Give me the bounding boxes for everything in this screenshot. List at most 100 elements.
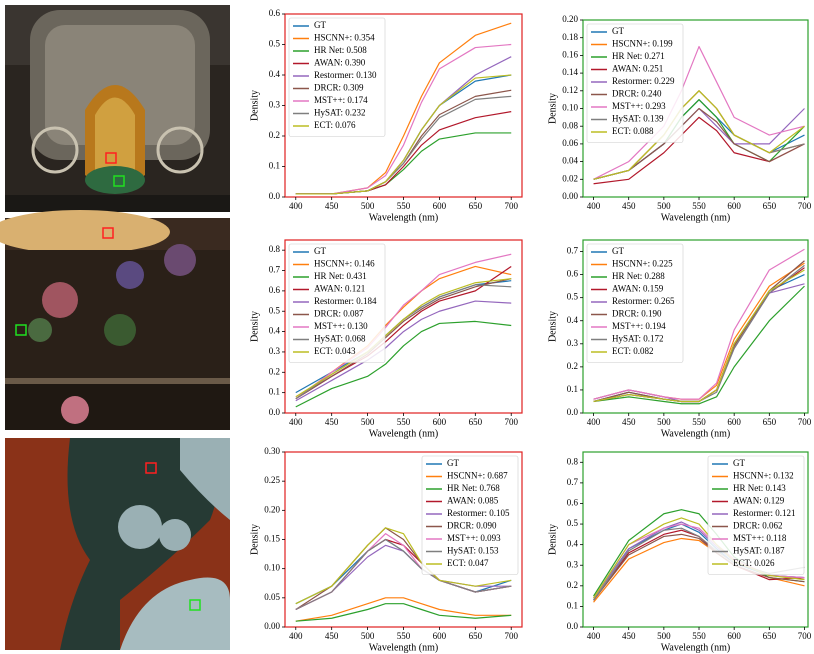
x-tick-label: 600 xyxy=(433,631,447,641)
figure: 0.00.10.20.30.40.50.64004505005506006507… xyxy=(0,0,814,654)
y-axis-label: Density xyxy=(249,524,260,555)
y-tick-label: 0.5 xyxy=(269,39,281,49)
legend-label: HR Net: 0.431 xyxy=(314,271,367,281)
legend-label: HR Net: 0.508 xyxy=(314,45,367,55)
x-tick-label: 400 xyxy=(289,631,303,641)
x-tick-label: 650 xyxy=(469,201,483,211)
x-tick-label: 700 xyxy=(798,201,812,211)
y-tick-label: 0.8 xyxy=(269,244,281,254)
x-tick-label: 450 xyxy=(622,631,636,641)
y-tick-label: 0.15 xyxy=(264,534,280,544)
y-tick-label: 0.2 xyxy=(269,366,280,376)
legend-label: MST++: 0.174 xyxy=(314,95,368,105)
legend-label: AWAN: 0.390 xyxy=(314,58,366,68)
y-tick-label: 0.10 xyxy=(264,563,280,573)
legend-label: ECT: 0.082 xyxy=(612,346,654,356)
y-tick-label: 0.16 xyxy=(562,49,578,59)
legend-label: MST++: 0.293 xyxy=(612,101,666,111)
x-tick-label: 500 xyxy=(361,417,375,427)
legend-label: Restormer: 0.130 xyxy=(314,70,377,80)
y-tick-label: 0.7 xyxy=(567,477,579,487)
y-tick-label: 0.8 xyxy=(567,456,579,466)
y-tick-label: 0.20 xyxy=(562,14,578,24)
y-tick-label: 0.6 xyxy=(567,498,579,508)
legend-label: DRCR: 0.309 xyxy=(314,83,364,93)
y-tick-label: 0.6 xyxy=(567,269,579,279)
x-tick-label: 500 xyxy=(361,631,375,641)
x-tick-label: 500 xyxy=(657,631,671,641)
y-tick-label: 0.10 xyxy=(562,103,578,113)
x-tick-label: 400 xyxy=(587,631,601,641)
legend-label: DRCR: 0.062 xyxy=(733,521,783,531)
y-tick-label: 0.1 xyxy=(567,600,578,610)
x-tick-label: 500 xyxy=(657,417,671,427)
y-tick-label: 0.5 xyxy=(269,305,281,315)
legend-label: DRCR: 0.087 xyxy=(314,309,364,319)
legend-label: ECT: 0.047 xyxy=(447,558,489,568)
legend-label: Restormer: 0.184 xyxy=(314,296,377,306)
legend-label: MST++: 0.093 xyxy=(447,533,501,543)
x-tick-label: 600 xyxy=(727,417,741,427)
legend-label: GT xyxy=(733,458,745,468)
x-tick-label: 450 xyxy=(622,201,636,211)
x-tick-label: 600 xyxy=(727,201,741,211)
x-tick-label: 550 xyxy=(692,417,706,427)
y-tick-label: 0.18 xyxy=(562,32,578,42)
legend-label: DRCR: 0.240 xyxy=(612,89,662,99)
line-chart: 0.00.10.20.30.40.50.60.74004505005506006… xyxy=(547,240,811,439)
y-tick-label: 0.02 xyxy=(562,173,578,183)
legend-label: HR Net: 0.768 xyxy=(447,483,500,493)
x-tick-label: 400 xyxy=(289,201,303,211)
x-tick-label: 600 xyxy=(433,417,447,427)
y-tick-label: 0.5 xyxy=(567,518,579,528)
x-tick-label: 550 xyxy=(397,631,411,641)
photo-paint xyxy=(5,438,230,650)
legend-label: HSCNN+: 0.199 xyxy=(612,39,673,49)
y-axis-label: Density xyxy=(547,524,558,555)
x-tick-label: 650 xyxy=(469,417,483,427)
x-tick-label: 600 xyxy=(433,201,447,211)
x-tick-label: 650 xyxy=(763,201,777,211)
legend-label: GT xyxy=(314,20,326,30)
legend: GTHSCNN+: 0.354HR Net: 0.508AWAN: 0.390R… xyxy=(289,18,385,137)
legend-label: GT xyxy=(314,246,326,256)
x-axis-label: Wavelength (nm) xyxy=(661,428,730,439)
x-tick-label: 700 xyxy=(504,417,518,427)
x-tick-label: 700 xyxy=(504,631,518,641)
y-tick-label: 0.20 xyxy=(264,504,280,514)
y-tick-label: 0.5 xyxy=(567,292,579,302)
legend-label: ECT: 0.043 xyxy=(314,346,356,356)
x-tick-label: 650 xyxy=(469,631,483,641)
legend-label: HSCNN+: 0.687 xyxy=(447,471,508,481)
y-axis-label: Density xyxy=(249,90,260,121)
y-tick-label: 0.2 xyxy=(567,361,578,371)
y-tick-label: 0.6 xyxy=(269,285,281,295)
x-tick-label: 450 xyxy=(325,201,339,211)
legend-label: GT xyxy=(447,458,459,468)
y-tick-label: 0.08 xyxy=(562,120,578,130)
x-tick-label: 700 xyxy=(504,201,518,211)
legend-label: Restormer: 0.265 xyxy=(612,296,675,306)
line-chart: 0.00.10.20.30.40.50.64004505005506006507… xyxy=(249,8,522,223)
y-tick-label: 0.4 xyxy=(567,315,579,325)
legend-label: GT xyxy=(612,246,624,256)
legend-label: Restormer: 0.121 xyxy=(733,508,796,518)
x-tick-label: 700 xyxy=(798,417,812,427)
legend-label: HR Net: 0.288 xyxy=(612,271,665,281)
y-axis-label: Density xyxy=(547,311,558,342)
legend-label: AWAN: 0.129 xyxy=(733,496,785,506)
x-axis-label: Wavelength (nm) xyxy=(661,212,730,223)
y-tick-label: 0.00 xyxy=(264,621,280,631)
x-axis-label: Wavelength (nm) xyxy=(369,212,438,223)
legend-label: HR Net: 0.271 xyxy=(612,51,665,61)
legend-label: GT xyxy=(612,26,624,36)
legend-label: Restormer: 0.105 xyxy=(447,508,510,518)
x-tick-label: 400 xyxy=(587,201,601,211)
y-tick-label: 0.1 xyxy=(269,387,280,397)
x-tick-label: 700 xyxy=(798,631,812,641)
y-tick-label: 0.1 xyxy=(567,384,578,394)
x-axis-label: Wavelength (nm) xyxy=(369,642,438,653)
